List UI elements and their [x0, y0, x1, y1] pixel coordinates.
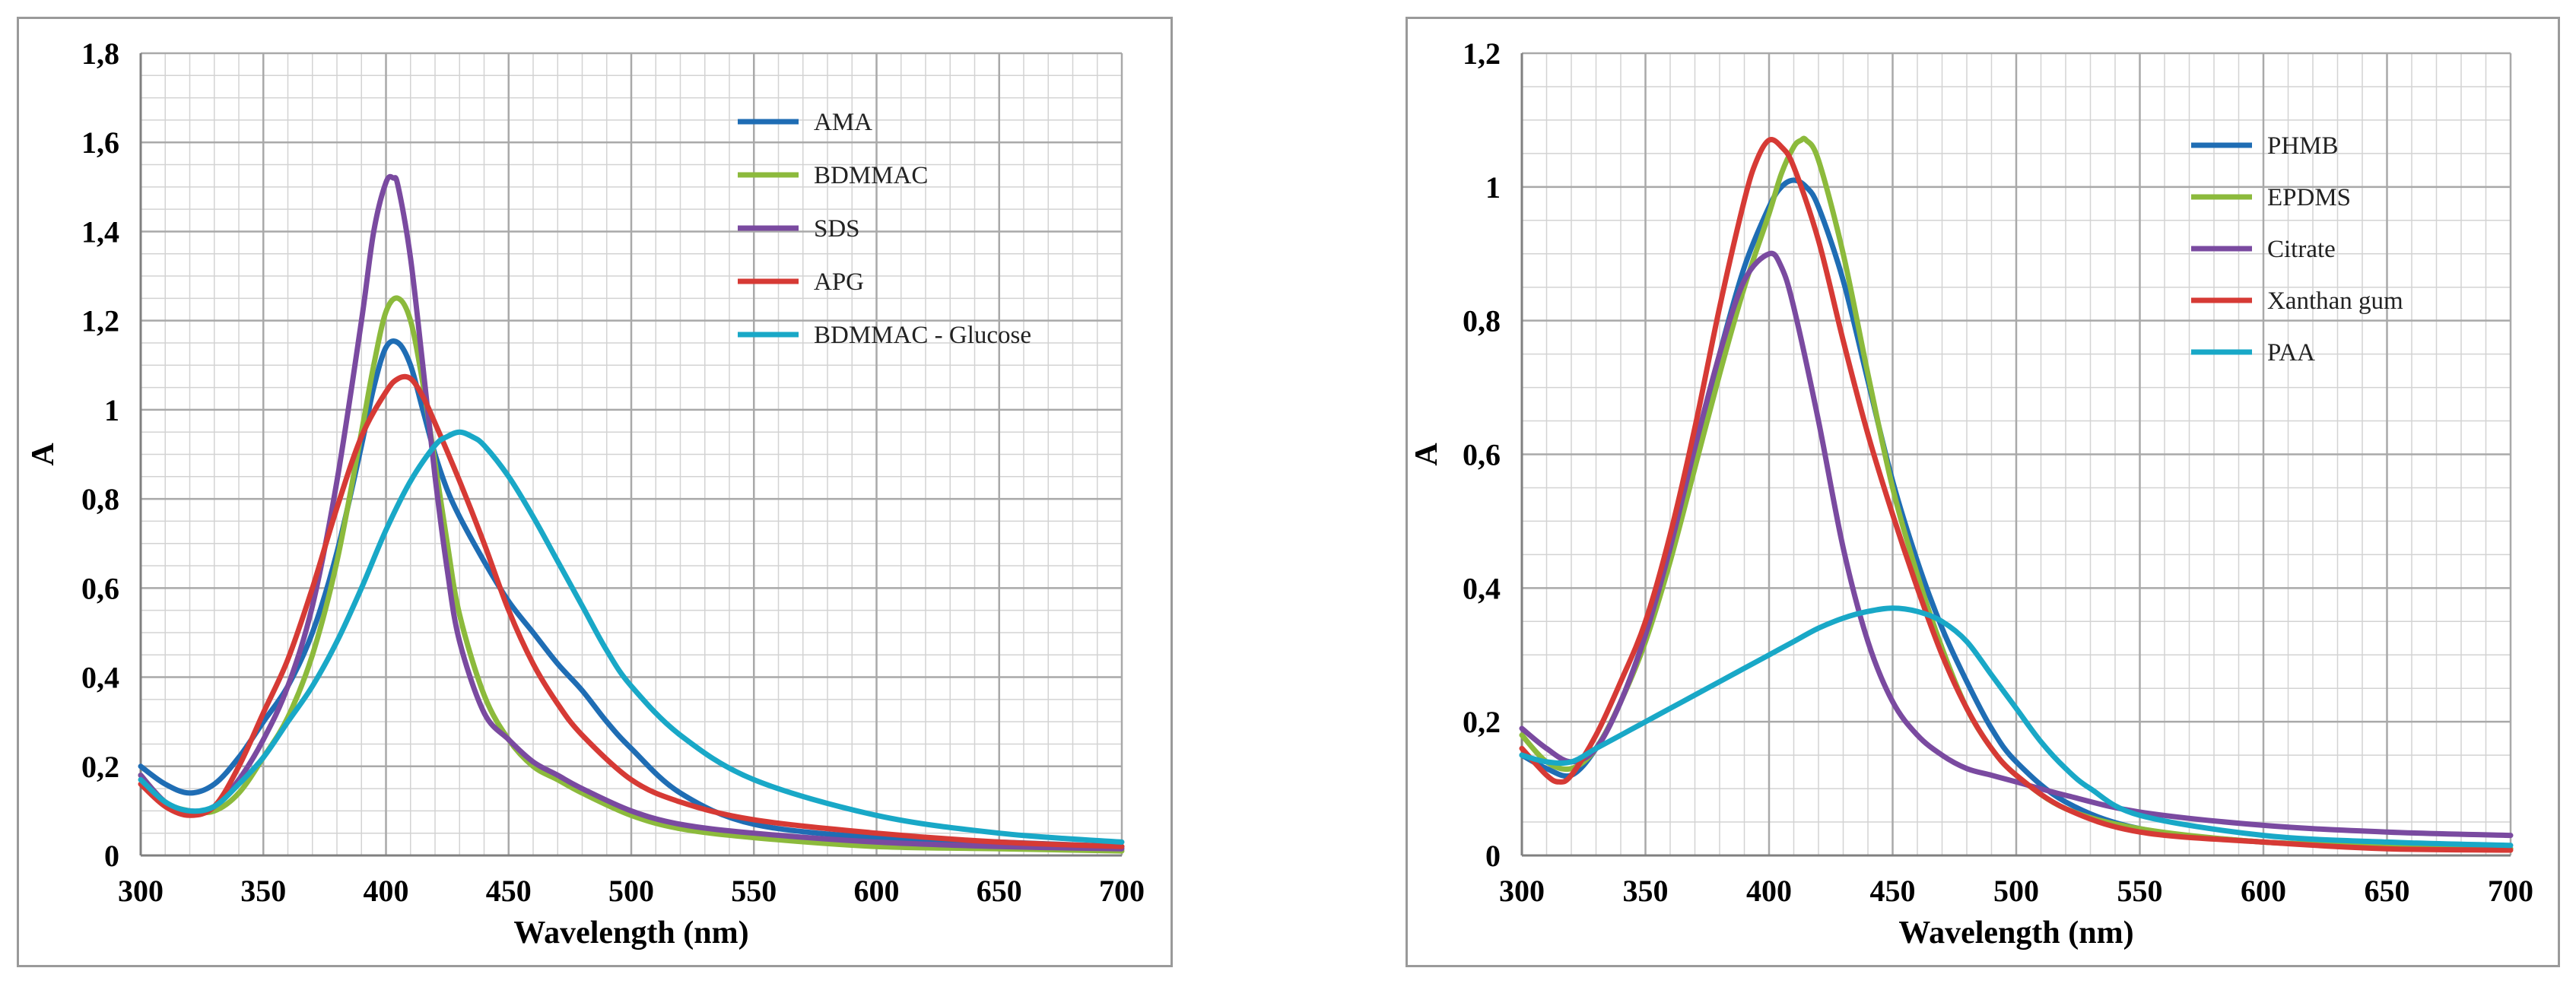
y-tick-label: 0,2: [81, 750, 119, 784]
chart-panel-right: 300 350 400 450 500 550 600 650 700 0 0,2 0,4 0,6 0,8…: [1406, 17, 2560, 967]
legend-label-5: BDMMAC - Glucose: [814, 322, 1031, 349]
legend-label-5: PAA: [2267, 339, 2315, 367]
y-tick-label: 0,6: [1463, 438, 1501, 472]
series-line-5: [1519, 605, 2514, 849]
legend-label-1: AMA: [814, 109, 872, 136]
legend-label-3: SDS: [814, 215, 860, 243]
series-line-4: [138, 373, 1125, 849]
y-tick-label: 1,6: [81, 125, 119, 160]
x-tick-label: 500: [608, 874, 654, 908]
x-tick-label: 400: [364, 874, 409, 908]
y-tick-label: 1: [104, 393, 119, 427]
y-tick-label: 1,4: [81, 214, 119, 249]
x-tick-label: 500: [1993, 874, 2039, 908]
y-tick-label: 0,8: [1463, 304, 1501, 338]
y-tick-label: 0,4: [1463, 571, 1501, 605]
x-tick-label: 300: [118, 874, 164, 908]
y-tick-label: 1,8: [81, 36, 119, 71]
x-tick-label: 400: [1746, 874, 1792, 908]
series-line-3: [138, 173, 1125, 852]
y-tick-label: 0: [104, 839, 119, 873]
chart-left: 300 350 400 450 500 550 600 650 700 0 0,2 0,4 0,6 0,8…: [26, 36, 1145, 951]
x-tick-label: 450: [1870, 874, 1916, 908]
x-tick-label: 700: [1099, 874, 1145, 908]
y-tick-label: 1,2: [1463, 36, 1501, 71]
series-line-5: [138, 429, 1125, 845]
y-tick-label: 1,2: [81, 304, 119, 338]
legend-label-4: APG: [814, 268, 864, 296]
x-tick-label: 700: [2488, 874, 2533, 908]
series-line-4: [1519, 137, 2514, 853]
x-tick-label: 600: [854, 874, 900, 908]
y-tick-label: 0,6: [81, 571, 119, 605]
chart-panel-left: 300 350 400 450 500 550 600 650 700 0 0,2 0,4 0,6 0,8…: [17, 17, 1173, 967]
y-tick-label: 0,8: [81, 482, 119, 516]
x-tick-label: 600: [2241, 874, 2286, 908]
legend-label-2: BDMMAC: [814, 162, 928, 189]
x-tick-label: 550: [731, 874, 777, 908]
x-tick-label: 350: [240, 874, 286, 908]
legend-label-3: Citrate: [2267, 236, 2336, 263]
x-tick-label: 450: [486, 874, 532, 908]
legend-label-2: EPDMS: [2267, 184, 2351, 211]
x-tick-label: 350: [1623, 874, 1669, 908]
x-tick-label: 650: [2365, 874, 2410, 908]
legend-label-1: PHMB: [2267, 132, 2339, 160]
legend-label-4: Xanthan gum: [2267, 287, 2403, 315]
x-tick-label: 300: [1499, 874, 1545, 908]
chart-right: 300 350 400 450 500 550 600 650 700 0 0,2 0,4 0,6 0,8…: [1409, 36, 2533, 951]
y-axis-title: A: [26, 443, 61, 466]
y-tick-label: 0,2: [1463, 705, 1501, 739]
series-line-3: [1519, 250, 2514, 839]
x-axis-title: Wavelength (nm): [1898, 916, 2133, 951]
y-axis-title: A: [1409, 443, 1444, 466]
y-tick-label: 0: [1485, 839, 1501, 873]
x-tick-label: 550: [2117, 874, 2163, 908]
x-tick-label: 650: [977, 874, 1022, 908]
y-tick-label: 0,4: [81, 661, 119, 695]
y-tick-label: 1: [1485, 170, 1501, 205]
x-axis-title: Wavelength (nm): [513, 916, 748, 951]
